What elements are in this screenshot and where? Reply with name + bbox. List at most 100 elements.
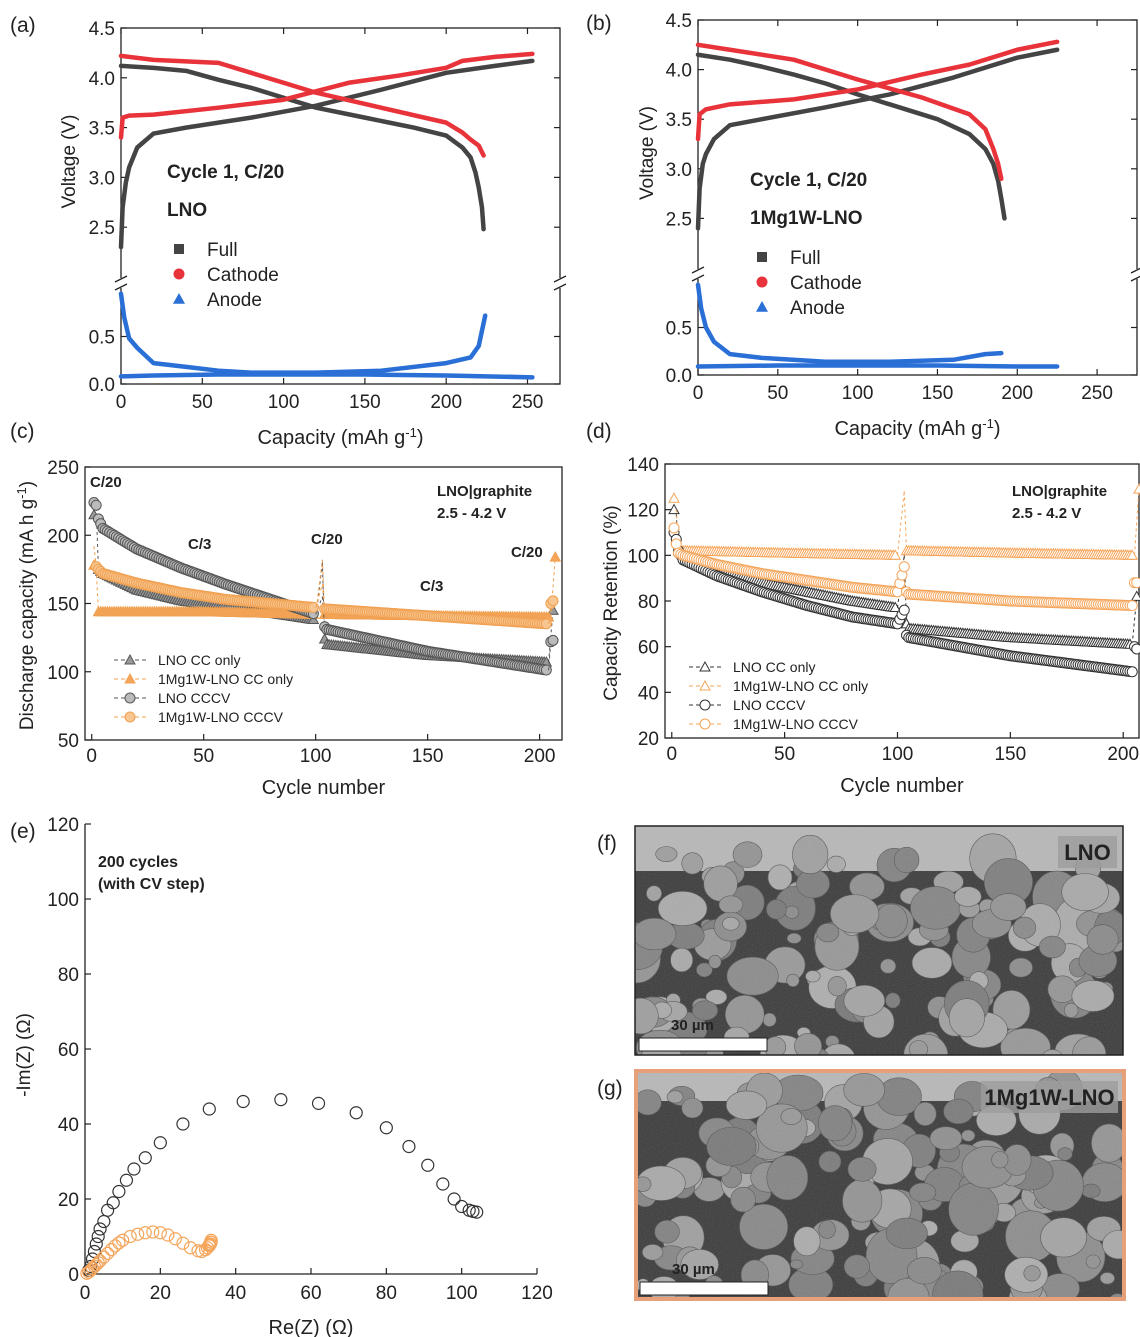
series-anode-charge-line xyxy=(695,282,1004,364)
data-point xyxy=(540,664,552,676)
legend-label: LNO CCCV xyxy=(158,690,231,706)
panel-label: (b) xyxy=(586,12,612,35)
legend-marker xyxy=(124,692,136,704)
legend-anode-marker xyxy=(756,301,768,312)
legend-label: LNO CC only xyxy=(158,652,240,668)
x-tick-label: 150 xyxy=(994,744,1026,765)
x-tick-label: 150 xyxy=(922,383,954,404)
legend-marker xyxy=(699,679,711,691)
panel-label: (c) xyxy=(10,420,35,443)
data-point xyxy=(112,1236,126,1250)
x-tick-label: 200 xyxy=(1001,383,1033,404)
legend-label: 1Mg1W-LNO CC only xyxy=(733,678,868,694)
legend-marker xyxy=(699,660,711,672)
x-axis-label: Re(Z) (Ω) xyxy=(269,1317,354,1337)
y-tick-label: 0.5 xyxy=(666,319,692,340)
data-point xyxy=(104,1243,118,1257)
legend-full-marker xyxy=(174,244,184,254)
panel-label: (a) xyxy=(10,14,36,37)
sem-material-label: 1Mg1W-LNO xyxy=(984,1085,1114,1110)
x-tick-label: 50 xyxy=(767,383,788,404)
y-axis-label: Voltage (V) xyxy=(637,106,658,200)
unit-superscript: -1 xyxy=(982,416,994,431)
series-jump-dashed-line xyxy=(315,584,323,608)
sem-image-f: (f) LNO 30 µm xyxy=(597,825,1124,1056)
y-tick-label: 100 xyxy=(47,663,79,684)
series-cathode-discharge-line xyxy=(695,42,1004,181)
series-jump-dashed-line xyxy=(321,562,326,640)
axis-break-mark xyxy=(691,266,705,274)
series-jump-dashed-line xyxy=(903,491,908,551)
sem-frame xyxy=(634,1069,1126,1301)
legend-cathode-marker xyxy=(173,268,185,280)
x-tick-label: 100 xyxy=(300,746,332,767)
y-tick-label: 60 xyxy=(58,1040,79,1061)
series-jump-dashed-line xyxy=(1133,489,1140,556)
data-point xyxy=(116,1233,130,1247)
legend-label: 1Mg1W-LNO CC only xyxy=(158,671,293,687)
data-point xyxy=(90,499,102,511)
x-tick-label: 200 xyxy=(1107,744,1139,765)
data-point xyxy=(470,1205,484,1219)
y-tick-label: 150 xyxy=(47,595,79,616)
legend-cathode-label: Cathode xyxy=(790,273,862,294)
series-anode-charge-line xyxy=(118,291,488,375)
data-point xyxy=(138,1151,152,1165)
data-point xyxy=(131,1227,145,1241)
data-point xyxy=(547,595,559,607)
y-tick-label: 20 xyxy=(638,729,659,750)
data-point xyxy=(91,1229,105,1244)
legend-full-marker xyxy=(757,252,767,262)
series-jump-dashed-line xyxy=(548,641,552,671)
data-point xyxy=(311,1096,326,1110)
y-axis-label: Capacity Retention (%) xyxy=(601,505,622,700)
sem-grain-texture xyxy=(635,826,1123,1055)
y-tick-label: 140 xyxy=(627,455,659,476)
legend-label: LNO CC only xyxy=(733,659,815,675)
data-point xyxy=(547,634,559,646)
legend-label: 1Mg1W-LNO CCCV xyxy=(158,709,284,725)
annotation-text: 2.5 - 4.2 V xyxy=(437,505,506,522)
x-tick-label: 40 xyxy=(225,1283,246,1304)
series-4 xyxy=(90,546,559,630)
unit-close: ) xyxy=(17,481,38,487)
legend-label: LNO CCCV xyxy=(733,697,806,713)
x-axis-label: Capacity (mAh g-1) xyxy=(834,416,1000,441)
panel-label: (f) xyxy=(597,832,617,855)
data-point xyxy=(1133,483,1140,494)
series-lno xyxy=(82,1093,484,1277)
x-tick-label: 250 xyxy=(512,392,544,413)
y-tick-label: 3.5 xyxy=(666,110,692,131)
series-jump-dashed-line xyxy=(95,569,99,612)
x-axis-label: Cycle number xyxy=(262,777,386,799)
y-tick-label: 0.5 xyxy=(89,328,115,349)
data-point xyxy=(97,1250,111,1264)
data-point xyxy=(668,522,680,534)
y-axis-label: Voltage (V) xyxy=(59,115,80,209)
x-tick-label: 0 xyxy=(693,383,704,404)
series-4 xyxy=(668,522,1140,612)
unit-close: ) xyxy=(994,418,1001,440)
annotation-text: C/20 xyxy=(311,531,343,548)
x-tick-label: 150 xyxy=(412,746,444,767)
panel-label: (e) xyxy=(10,820,36,843)
data-point xyxy=(1131,643,1140,655)
y-tick-label: 4.0 xyxy=(666,61,692,82)
data-point xyxy=(898,561,910,573)
data-point xyxy=(97,1214,111,1229)
y-tick-label: 200 xyxy=(47,526,79,547)
data-point xyxy=(100,1246,115,1260)
annotation-text: LNO|graphite xyxy=(1012,483,1107,500)
data-point xyxy=(1130,590,1140,601)
data-point xyxy=(898,604,910,616)
y-tick-label: 80 xyxy=(58,965,79,986)
axis-break-mark xyxy=(553,275,567,283)
series-jump-dashed-line xyxy=(550,557,556,618)
axis-break-mark xyxy=(114,283,128,291)
unit-close: ) xyxy=(417,427,424,449)
y-tick-label: 80 xyxy=(638,592,659,613)
panel-b: 0 50 100 150 200 250 2.5 3.0 3.5 4.0 4.5 0.0 0.5 Capa… xyxy=(586,11,1140,440)
legend-anode-label: Anode xyxy=(790,298,845,319)
x-tick-label: 150 xyxy=(349,392,381,413)
data-point xyxy=(146,1225,160,1239)
